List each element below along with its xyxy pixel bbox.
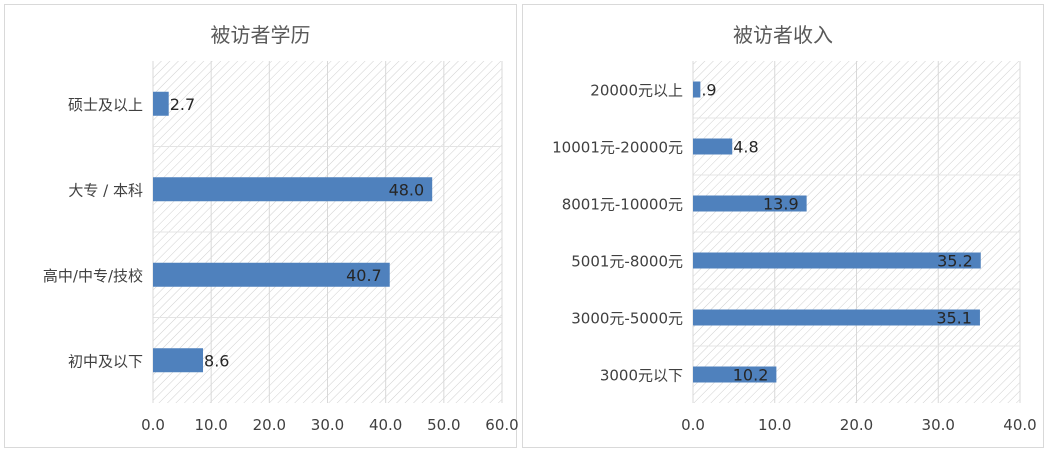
x-tick-label: 10.0: [758, 416, 791, 434]
x-tick-label: 60.0: [485, 416, 518, 434]
bar: [153, 177, 433, 202]
bar-value-label: 40.7: [346, 266, 382, 285]
bar: [693, 81, 701, 98]
bar-value-label: 4.8: [733, 138, 758, 157]
x-tick-label: 50.0: [427, 416, 460, 434]
bar: [693, 252, 981, 269]
bar: [693, 309, 980, 326]
bar-value-label: 2.7: [170, 95, 195, 114]
x-tick-label: 20.0: [840, 416, 873, 434]
category-label: 硕士及以上: [68, 96, 143, 114]
bar: [693, 138, 733, 155]
category-label: 20000元以上: [590, 82, 683, 100]
income-chart-title: 被访者收入: [733, 23, 833, 47]
category-label: 高中/中专/技校: [43, 267, 143, 285]
income-chart-panel: 被访者收入 0.0 10.0 20.0 30.0 40.0 20000元以上 .9 10001…: [522, 4, 1044, 448]
bar-value-label: 48.0: [389, 180, 425, 199]
category-label: 初中及以下: [68, 352, 143, 370]
bar-value-label: 35.2: [937, 252, 973, 271]
bar: [153, 91, 169, 116]
education-chart-title: 被访者学历: [210, 23, 311, 47]
education-chart: 0.0 10.0 20.0 30.0 40.0 50.0 60.0 硕士及以上 2.7 大专 / …: [43, 61, 518, 434]
x-tick-label: 0.0: [681, 416, 705, 434]
x-tick-label: 40.0: [369, 416, 402, 434]
category-label: 3000元-5000元: [571, 310, 683, 328]
x-tick-label: 40.0: [1003, 416, 1036, 434]
bar: [153, 262, 390, 287]
bar-value-label: 13.9: [763, 195, 799, 214]
x-tick-label: 10.0: [194, 416, 227, 434]
category-label: 大专 / 本科: [68, 181, 143, 199]
income-chart: 0.0 10.0 20.0 30.0 40.0 20000元以上 .9 10001元-2000…: [552, 61, 1037, 434]
category-label: 3000元以下: [600, 367, 683, 385]
category-label: 5001元-8000元: [571, 253, 683, 271]
bar-value-label: 35.1: [936, 309, 972, 328]
education-chart-panel: 被访者学历 0.0 10.0 20.0 30.0 40.0 50.0 60.0 硕士及以上 2.…: [4, 4, 518, 448]
category-label: 8001元-10000元: [562, 196, 683, 214]
bar: [153, 348, 204, 373]
x-tick-label: 30.0: [311, 416, 344, 434]
bar-value-label: 10.2: [733, 366, 769, 385]
x-tick-label: 20.0: [253, 416, 286, 434]
x-tick-label: 0.0: [141, 416, 165, 434]
bar-value-label: 8.6: [204, 351, 229, 370]
bar: [693, 366, 777, 383]
x-tick-label: 30.0: [922, 416, 955, 434]
bar-value-label: .9: [701, 81, 716, 100]
category-label: 10001元-20000元: [552, 139, 683, 157]
bar: [693, 195, 807, 212]
